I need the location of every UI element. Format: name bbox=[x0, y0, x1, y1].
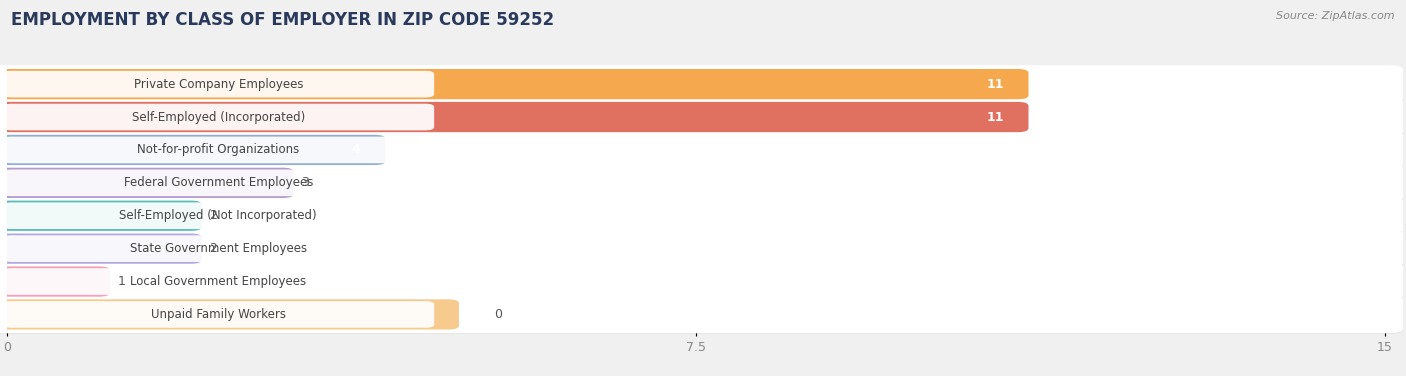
Text: Self-Employed (Not Incorporated): Self-Employed (Not Incorporated) bbox=[120, 209, 318, 222]
Text: 3: 3 bbox=[301, 176, 309, 190]
FancyBboxPatch shape bbox=[0, 267, 110, 297]
Text: 1: 1 bbox=[117, 275, 125, 288]
Text: 2: 2 bbox=[209, 242, 217, 255]
FancyBboxPatch shape bbox=[0, 131, 1403, 169]
Text: Private Company Employees: Private Company Employees bbox=[134, 77, 304, 91]
FancyBboxPatch shape bbox=[0, 168, 294, 198]
Text: Not-for-profit Organizations: Not-for-profit Organizations bbox=[138, 143, 299, 156]
Text: 0: 0 bbox=[494, 308, 502, 321]
FancyBboxPatch shape bbox=[0, 299, 458, 329]
FancyBboxPatch shape bbox=[3, 301, 434, 328]
FancyBboxPatch shape bbox=[3, 71, 434, 97]
FancyBboxPatch shape bbox=[0, 164, 1403, 202]
FancyBboxPatch shape bbox=[0, 197, 1403, 235]
FancyBboxPatch shape bbox=[0, 66, 1403, 104]
Text: Unpaid Family Workers: Unpaid Family Workers bbox=[150, 308, 285, 321]
Text: Local Government Employees: Local Government Employees bbox=[131, 275, 307, 288]
FancyBboxPatch shape bbox=[0, 201, 202, 231]
Text: Self-Employed (Incorporated): Self-Employed (Incorporated) bbox=[132, 111, 305, 124]
FancyBboxPatch shape bbox=[0, 99, 1403, 136]
Text: 2: 2 bbox=[209, 209, 217, 222]
Text: 11: 11 bbox=[986, 111, 1004, 124]
FancyBboxPatch shape bbox=[3, 235, 434, 262]
FancyBboxPatch shape bbox=[3, 202, 434, 229]
FancyBboxPatch shape bbox=[0, 98, 1403, 136]
FancyBboxPatch shape bbox=[3, 170, 434, 196]
FancyBboxPatch shape bbox=[3, 268, 434, 295]
Text: State Government Employees: State Government Employees bbox=[129, 242, 307, 255]
Text: Source: ZipAtlas.com: Source: ZipAtlas.com bbox=[1277, 11, 1395, 21]
FancyBboxPatch shape bbox=[0, 230, 1403, 268]
Text: Federal Government Employees: Federal Government Employees bbox=[124, 176, 314, 190]
FancyBboxPatch shape bbox=[0, 262, 1403, 300]
FancyBboxPatch shape bbox=[3, 104, 434, 130]
FancyBboxPatch shape bbox=[0, 135, 385, 165]
FancyBboxPatch shape bbox=[0, 69, 1029, 99]
Text: 11: 11 bbox=[986, 77, 1004, 91]
FancyBboxPatch shape bbox=[0, 102, 1029, 132]
FancyBboxPatch shape bbox=[0, 233, 202, 264]
FancyBboxPatch shape bbox=[0, 296, 1403, 334]
FancyBboxPatch shape bbox=[0, 263, 1403, 301]
Text: 4: 4 bbox=[352, 143, 361, 156]
FancyBboxPatch shape bbox=[0, 230, 1403, 268]
Text: EMPLOYMENT BY CLASS OF EMPLOYER IN ZIP CODE 59252: EMPLOYMENT BY CLASS OF EMPLOYER IN ZIP C… bbox=[11, 11, 554, 29]
FancyBboxPatch shape bbox=[0, 197, 1403, 235]
FancyBboxPatch shape bbox=[0, 165, 1403, 202]
FancyBboxPatch shape bbox=[3, 136, 434, 163]
FancyBboxPatch shape bbox=[0, 296, 1403, 334]
FancyBboxPatch shape bbox=[0, 132, 1403, 170]
FancyBboxPatch shape bbox=[0, 65, 1403, 103]
